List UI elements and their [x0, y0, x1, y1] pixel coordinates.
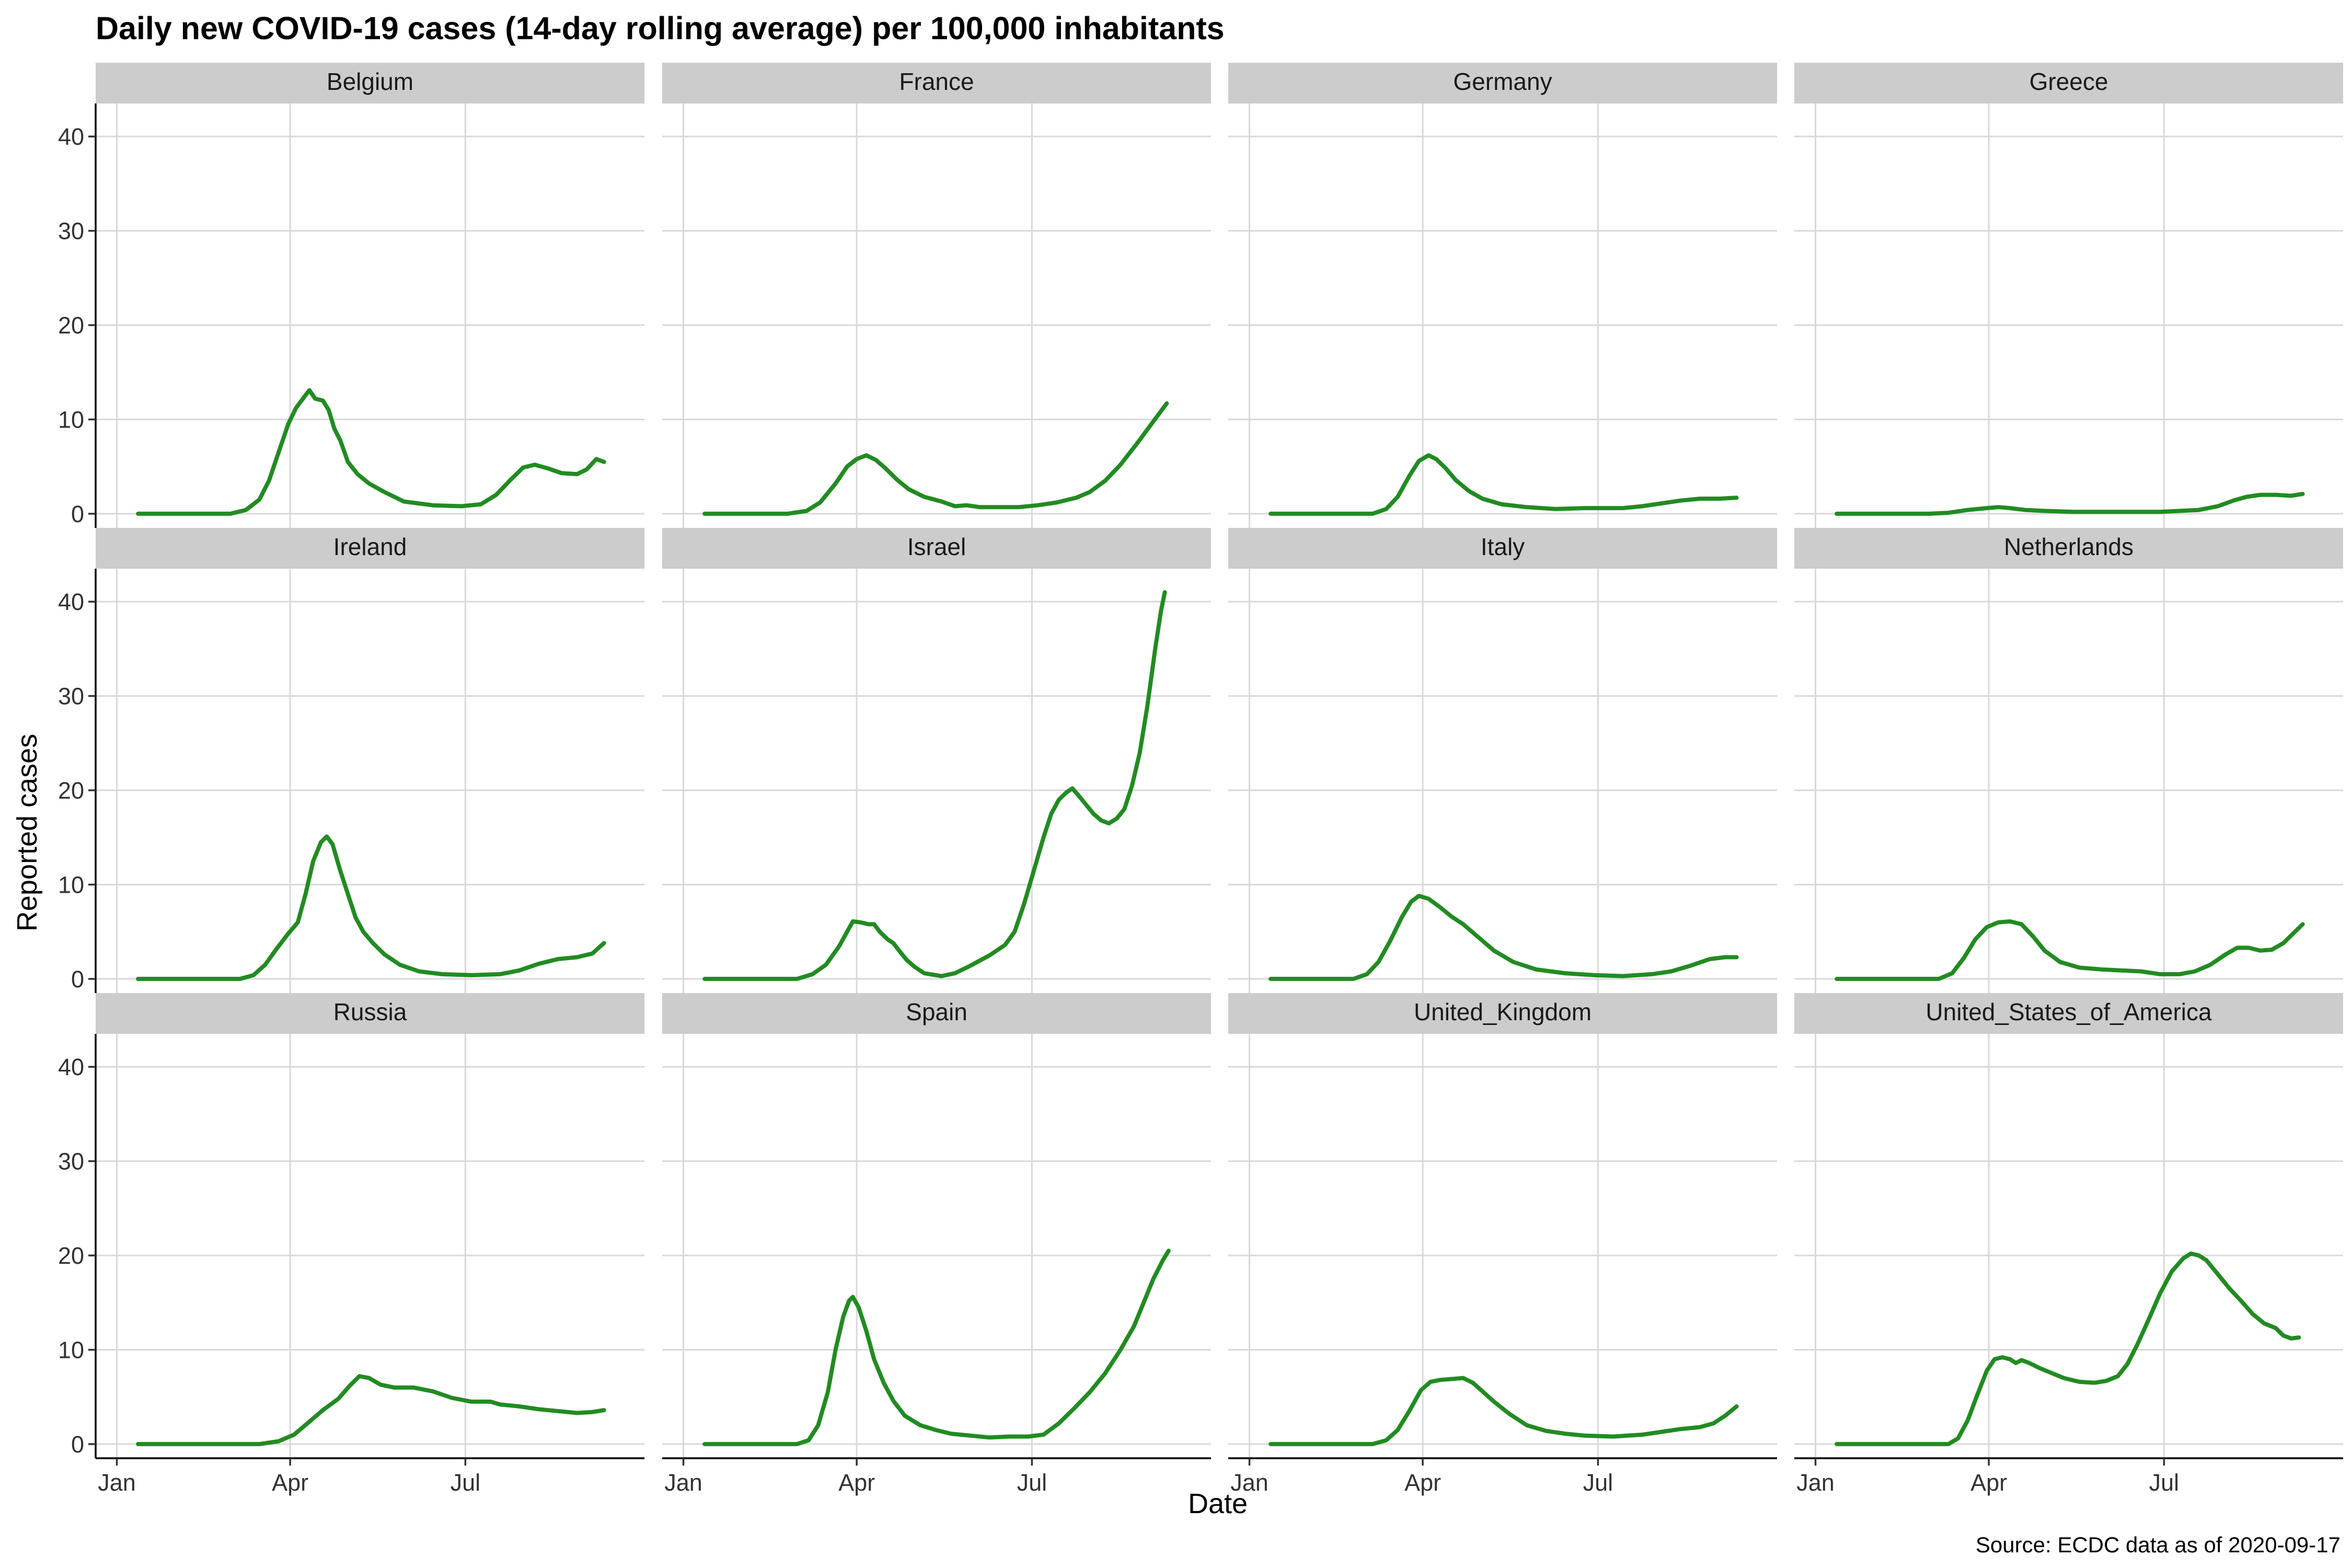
- series-line-greece: [1835, 492, 2305, 516]
- x-tick-label: Jan: [1230, 1469, 1269, 1496]
- facet-label: Italy: [1481, 533, 1525, 560]
- y-tick-label: 40: [58, 589, 84, 615]
- series-line-netherlands: [1835, 919, 2305, 981]
- facet-strip: [662, 63, 1211, 103]
- panel-greece: Greece: [1794, 63, 2343, 528]
- series-line-france: [702, 401, 1169, 516]
- x-tick-label: Jul: [1017, 1469, 1047, 1496]
- facet-panels: Belgium 0 10 20 30 40 France Germany Greece Irela…: [58, 63, 2343, 1496]
- x-tick-label: Jul: [1583, 1469, 1613, 1496]
- series-line-germany: [1269, 453, 1739, 516]
- facet-label: Netherlands: [2004, 533, 2134, 560]
- panel-russia: Russia 0 10 20 30 40 Jan Apr Jul: [58, 993, 644, 1496]
- facet-strip: [1228, 63, 1777, 103]
- facet-label: Germany: [1453, 68, 1552, 95]
- facet-strip: [96, 993, 644, 1034]
- facet-strip: [662, 528, 1211, 569]
- panel-ireland: Ireland 0 10 20 30 40: [58, 528, 644, 993]
- panel-france: France: [662, 63, 1211, 528]
- series-line-united_states_of_america: [1835, 1251, 2301, 1446]
- y-tick-label: 40: [58, 1054, 84, 1080]
- x-tick-label: Apr: [1970, 1469, 2007, 1496]
- y-tick-label: 20: [58, 312, 84, 339]
- x-tick-label: Apr: [1404, 1469, 1441, 1496]
- panel-netherlands: Netherlands: [1794, 528, 2343, 993]
- x-tick-label: Jan: [1796, 1469, 1835, 1496]
- facet-strip: [1794, 993, 2343, 1034]
- chart-caption: Source: ECDC data as of 2020-09-17: [1976, 1532, 2341, 1557]
- panel-israel: Israel: [662, 528, 1211, 993]
- y-tick-label: 10: [58, 406, 84, 433]
- x-tick-label: Jan: [98, 1469, 136, 1496]
- y-tick-label: 40: [58, 123, 84, 150]
- panel-spain: Spain Jan Apr Jul: [662, 993, 1211, 1496]
- y-axis-title: Reported cases: [11, 734, 43, 931]
- series-line-israel: [702, 590, 1167, 981]
- series-line-ireland: [136, 834, 606, 981]
- facet-label: Belgium: [327, 68, 413, 95]
- facet-label: Spain: [906, 998, 967, 1025]
- series-line-italy: [1269, 894, 1739, 981]
- x-tick-label: Apr: [838, 1469, 875, 1496]
- facet-strip: [96, 528, 644, 569]
- chart-title: Daily new COVID-19 cases (14-day rolling…: [96, 10, 1225, 46]
- panel-italy: Italy: [1228, 528, 1777, 993]
- facet-strip: [1228, 528, 1777, 569]
- facet-label: United_States_of_America: [1926, 998, 2212, 1025]
- y-tick-label: 0: [71, 1431, 84, 1458]
- x-tick-label: Jan: [664, 1469, 702, 1496]
- x-axis-title: Date: [1188, 1488, 1248, 1519]
- facet-label: France: [899, 68, 974, 95]
- y-tick-label: 0: [71, 501, 84, 527]
- facet-strip: [662, 993, 1211, 1034]
- y-tick-label: 30: [58, 218, 84, 245]
- x-tick-label: Apr: [272, 1469, 308, 1496]
- facet-label: Greece: [2030, 68, 2108, 95]
- facet-label: Ireland: [333, 533, 407, 560]
- facet-label: Israel: [907, 533, 966, 560]
- y-tick-label: 30: [58, 683, 84, 710]
- series-line-belgium: [136, 388, 606, 516]
- panel-united_kingdom: United_Kingdom Jan Apr Jul: [1228, 993, 1777, 1496]
- panel-germany: Germany: [1228, 63, 1777, 528]
- facet-strip: [1794, 63, 2343, 103]
- facet-label: United_Kingdom: [1414, 998, 1592, 1025]
- x-tick-label: Jul: [451, 1469, 481, 1496]
- y-tick-label: 20: [58, 777, 84, 804]
- series-line-united_kingdom: [1269, 1376, 1739, 1446]
- y-tick-label: 10: [58, 1336, 84, 1363]
- x-tick-label: Jul: [2149, 1469, 2180, 1496]
- y-tick-label: 0: [71, 966, 84, 993]
- facet-strip: [1794, 528, 2343, 569]
- y-tick-label: 30: [58, 1148, 84, 1175]
- series-line-russia: [136, 1374, 606, 1446]
- facet-label: Russia: [333, 998, 407, 1025]
- y-tick-label: 10: [58, 871, 84, 898]
- y-tick-label: 20: [58, 1242, 84, 1269]
- panel-united_states_of_america: United_States_of_America Jan Apr Jul: [1794, 993, 2343, 1496]
- panel-belgium: Belgium 0 10 20 30 40: [58, 63, 644, 528]
- series-line-spain: [702, 1249, 1171, 1446]
- facet-strip: [1228, 993, 1777, 1034]
- facet-strip: [96, 63, 644, 103]
